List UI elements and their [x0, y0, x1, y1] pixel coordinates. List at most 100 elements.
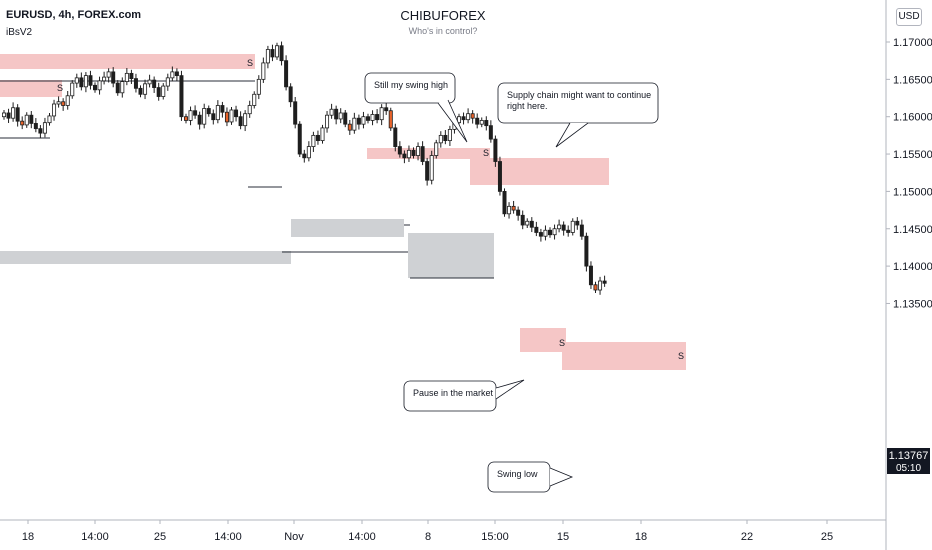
candle-body: [165, 77, 170, 87]
candle-body: [79, 77, 84, 88]
candle: [284, 55, 289, 91]
candle: [143, 79, 148, 100]
demand-zone: [0, 251, 291, 264]
candle: [379, 104, 384, 126]
candle-body: [538, 232, 543, 237]
candle-body: [543, 229, 548, 237]
swing-high-callout[interactable]: Still my swing high: [364, 72, 468, 143]
candle-body: [20, 120, 25, 126]
candle-body: [502, 190, 507, 215]
candle-body: [83, 75, 88, 88]
candle: [579, 219, 584, 240]
pause-callout[interactable]: Pause in the market: [403, 379, 525, 412]
supply-zone: [520, 328, 566, 352]
candle: [479, 117, 484, 128]
candle: [24, 112, 29, 128]
candle-body: [361, 116, 366, 125]
candle: [311, 131, 316, 152]
candle: [302, 149, 307, 163]
candles-layer: [2, 41, 607, 295]
candle: [397, 141, 402, 158]
candle: [325, 111, 330, 133]
candle: [206, 105, 211, 117]
callout-text: Pause in the market: [413, 388, 494, 398]
swing-low-callout[interactable]: Swing low: [487, 461, 574, 493]
candle-body: [602, 280, 607, 284]
candle: [347, 119, 352, 135]
y-tick-label: 1.16500: [893, 74, 932, 86]
candle: [538, 228, 543, 242]
candle-body: [402, 153, 407, 159]
candle: [561, 221, 566, 236]
candle-body: [488, 125, 493, 140]
callout-pointer: [437, 99, 468, 143]
candle-body: [338, 112, 343, 120]
indicator-label[interactable]: iBsV2: [6, 27, 33, 38]
currency-badge[interactable]: USD: [896, 8, 922, 26]
candle: [420, 141, 425, 166]
callout-pointer: [555, 122, 589, 148]
candle-body: [247, 105, 252, 115]
candle-body: [106, 71, 111, 78]
chart-subtitle: Who's in control?: [408, 26, 478, 36]
candle-body: [193, 110, 198, 116]
candle-body: [302, 153, 307, 159]
candle-body: [288, 86, 293, 103]
candle: [365, 113, 370, 124]
candle: [552, 224, 557, 240]
candle-body: [156, 87, 161, 97]
candle: [229, 106, 234, 125]
x-tick-label: 15:00: [481, 531, 509, 543]
supply-zone: [367, 148, 490, 159]
candle-body: [179, 75, 184, 118]
candle-body: [206, 108, 211, 115]
candle: [356, 114, 361, 130]
candle: [202, 103, 207, 129]
candle-body: [534, 226, 539, 233]
y-tick-label: 1.13500: [893, 298, 932, 310]
candle-body: [270, 49, 275, 58]
candle: [315, 130, 320, 145]
candle: [293, 96, 298, 129]
candle: [543, 225, 548, 241]
candle-body: [434, 142, 439, 156]
candle-body: [115, 82, 120, 94]
candle: [129, 69, 134, 84]
candle-body: [393, 127, 398, 147]
candle: [575, 217, 580, 230]
candle: [548, 227, 553, 238]
candle: [47, 112, 52, 126]
zone-marker-label: S: [483, 148, 489, 158]
candle: [411, 147, 416, 159]
candle-body: [479, 120, 484, 125]
x-tick-label: 22: [741, 531, 753, 543]
candle-body: [329, 108, 334, 116]
candle: [79, 72, 84, 91]
candle-body: [88, 75, 93, 86]
price-axis[interactable]: 1.17000 1.16500 1.16000 1.15500 1.15000 1.145…: [885, 0, 932, 550]
candle-body: [133, 78, 138, 89]
candle-body: [220, 105, 225, 113]
callout-pointer: [495, 379, 525, 400]
callouts-layer: Still my swing high Supply chain might wa…: [364, 72, 659, 493]
candle: [375, 109, 380, 124]
candle: [93, 82, 98, 93]
candle-body: [507, 205, 512, 215]
candle-body: [315, 134, 320, 142]
supply-zone: [470, 158, 609, 185]
candle-body: [416, 146, 421, 156]
candle-body: [443, 134, 448, 142]
candle: [147, 74, 152, 88]
symbol-label[interactable]: EURUSD, 4h, FOREX.com: [6, 9, 142, 21]
candle: [393, 123, 398, 152]
candle: [111, 67, 116, 88]
candle-body: [6, 112, 11, 119]
time-axis[interactable]: 18 14:00 25 14:00 Nov 14:00 8 15:00 15 18 22 25: [0, 519, 886, 543]
candle-body: [2, 112, 7, 118]
supply-chain-callout[interactable]: Supply chain might want to continueright…: [497, 82, 659, 148]
candle-body: [174, 71, 179, 77]
candle-body: [548, 229, 553, 236]
candle-body: [511, 205, 516, 211]
candle-body: [438, 134, 443, 144]
